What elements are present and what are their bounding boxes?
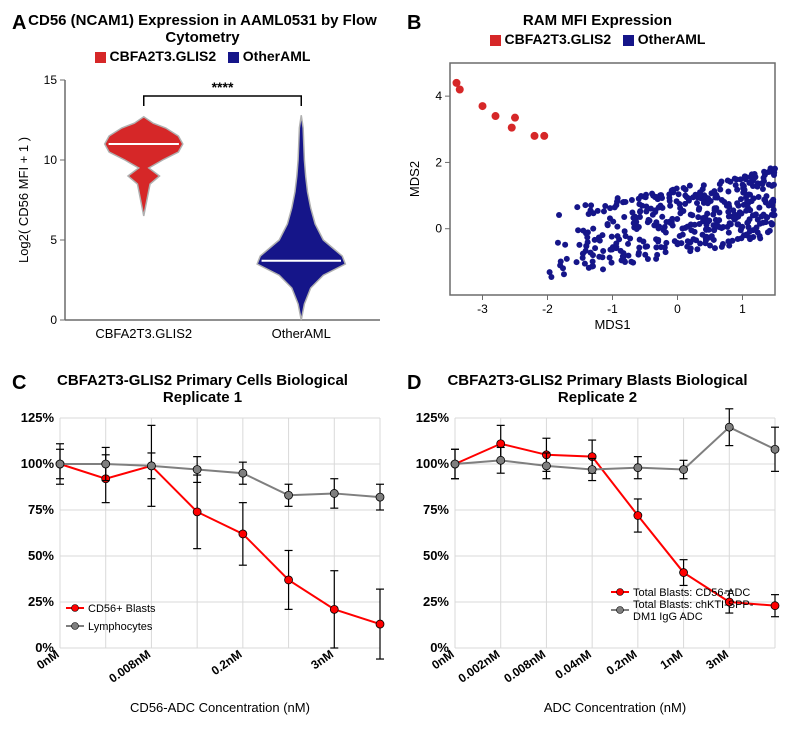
svg-text:100%: 100% xyxy=(416,456,450,471)
svg-text:0.002nM: 0.002nM xyxy=(456,647,503,686)
legend-label-red: CBFA2T3.GLIS2 xyxy=(110,48,217,64)
panel-letter-c: C xyxy=(12,372,26,395)
svg-text:50%: 50% xyxy=(28,548,54,563)
svg-text:Total Blasts: CD56-ADC: Total Blasts: CD56-ADC xyxy=(633,587,750,599)
svg-text:MDS1: MDS1 xyxy=(594,317,630,332)
svg-text:15: 15 xyxy=(44,73,58,87)
svg-text:1nM: 1nM xyxy=(658,647,686,672)
svg-text:2: 2 xyxy=(435,155,442,169)
panel-b: B RAM MFI Expression CBFA2T3.GLIS2 Other… xyxy=(405,10,790,360)
legend-label-blue: OtherAML xyxy=(243,48,311,64)
legend-swatch-blue xyxy=(228,52,239,63)
svg-text:3nM: 3nM xyxy=(703,647,731,672)
panel-d: D CBFA2T3-GLIS2 Primary Blasts Biologica… xyxy=(405,370,790,726)
panel-b-legend: CBFA2T3.GLIS2 OtherAML xyxy=(405,31,790,47)
legend-swatch-red xyxy=(95,52,106,63)
panel-letter-d: D xyxy=(407,372,421,395)
scatter-plot: -3 -2 -1 0 1 0 2 4 MDS1 MDS2 xyxy=(405,53,785,333)
panel-letter-a: A xyxy=(12,12,26,35)
legend-swatch-red-b xyxy=(490,35,501,46)
svg-text:25%: 25% xyxy=(28,594,54,609)
svg-text:0: 0 xyxy=(674,302,681,316)
panel-c-title: CBFA2T3-GLIS2 Primary Cells Biological R… xyxy=(10,372,395,406)
svg-text:****: **** xyxy=(212,79,234,95)
svg-text:0.2nM: 0.2nM xyxy=(604,647,640,678)
svg-text:0.2nM: 0.2nM xyxy=(209,647,245,678)
svg-text:75%: 75% xyxy=(423,502,449,517)
svg-text:Log2( CD56 MFI + 1 ): Log2( CD56 MFI + 1 ) xyxy=(16,137,31,263)
panel-letter-b: B xyxy=(407,12,421,35)
svg-text:100%: 100% xyxy=(21,456,55,471)
svg-text:OtherAML: OtherAML xyxy=(272,326,331,341)
panel-b-title: RAM MFI Expression xyxy=(405,12,790,29)
svg-text:DM1 IgG ADC: DM1 IgG ADC xyxy=(633,611,703,623)
legend-label-blue-b: OtherAML xyxy=(638,31,706,47)
svg-text:CD56-ADC Concentration (nM): CD56-ADC Concentration (nM) xyxy=(130,700,310,715)
legend-label-red-b: CBFA2T3.GLIS2 xyxy=(505,31,612,47)
line-plot-c: 0%25%50%75%100%125%0nM0.008nM0.2nM3nMCD5… xyxy=(10,408,390,718)
svg-text:125%: 125% xyxy=(21,410,55,425)
svg-text:Lymphocytes: Lymphocytes xyxy=(88,621,153,633)
svg-text:3nM: 3nM xyxy=(308,647,336,672)
svg-text:25%: 25% xyxy=(423,594,449,609)
svg-text:ADC Concentration (nM): ADC Concentration (nM) xyxy=(544,700,686,715)
svg-text:-1: -1 xyxy=(607,302,618,316)
svg-text:0.04nM: 0.04nM xyxy=(553,647,594,682)
panel-a-title: CD56 (NCAM1) Expression in AAML0531 by F… xyxy=(10,12,395,46)
panel-a: A CD56 (NCAM1) Expression in AAML0531 by… xyxy=(10,10,395,360)
svg-text:Total Blasts: chKTI-SPP-: Total Blasts: chKTI-SPP- xyxy=(633,599,754,611)
svg-text:1: 1 xyxy=(739,302,746,316)
svg-text:CD56+ Blasts: CD56+ Blasts xyxy=(88,603,156,615)
svg-text:0: 0 xyxy=(435,222,442,236)
panel-d-title: CBFA2T3-GLIS2 Primary Blasts Biological … xyxy=(405,372,790,406)
line-plot-d: 0%25%50%75%100%125%0nM0.002nM0.008nM0.04… xyxy=(405,408,785,718)
violin-plot: 0 5 10 15 Log2( CD56 MFI + 1 ) CBFA2T3.GLIS2 O… xyxy=(10,70,390,350)
svg-text:0: 0 xyxy=(50,313,57,327)
svg-text:MDS2: MDS2 xyxy=(407,161,422,197)
panel-a-legend: CBFA2T3.GLIS2 OtherAML xyxy=(10,48,395,64)
svg-text:10: 10 xyxy=(44,153,58,167)
svg-text:50%: 50% xyxy=(423,548,449,563)
svg-text:-3: -3 xyxy=(477,302,488,316)
svg-text:125%: 125% xyxy=(416,410,450,425)
panel-c: C CBFA2T3-GLIS2 Primary Cells Biological… xyxy=(10,370,395,726)
svg-text:0.008nM: 0.008nM xyxy=(106,647,153,686)
svg-text:75%: 75% xyxy=(28,502,54,517)
legend-swatch-blue-b xyxy=(623,35,634,46)
svg-text:CBFA2T3.GLIS2: CBFA2T3.GLIS2 xyxy=(95,326,192,341)
svg-text:0.008nM: 0.008nM xyxy=(501,647,548,686)
svg-text:5: 5 xyxy=(50,233,57,247)
svg-text:4: 4 xyxy=(435,89,442,103)
svg-text:-2: -2 xyxy=(542,302,553,316)
